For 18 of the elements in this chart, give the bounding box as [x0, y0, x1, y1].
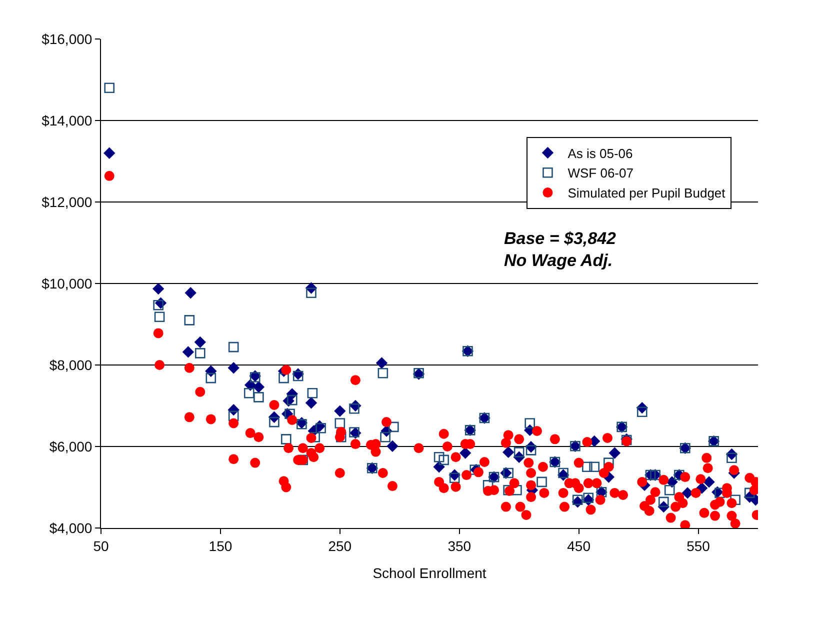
annotation: Base = $3,842 No Wage Adj. [504, 229, 617, 270]
y-tick-label: $10,000 [42, 275, 92, 292]
x-axis-title: School Enrollment [372, 565, 486, 582]
y-tick-label: $16,000 [42, 30, 92, 47]
legend-label: As is 05-06 [568, 146, 633, 161]
x-tick-label: 350 [448, 538, 472, 554]
y-tick-label: $6,000 [49, 438, 92, 454]
legend-label: Simulated per Pupil Budget [568, 186, 726, 201]
x-tick-label: 250 [328, 538, 352, 554]
x-tick-label: 550 [686, 538, 710, 554]
y-tick-label: $12,000 [42, 194, 92, 210]
x-tick-label: 150 [208, 538, 232, 554]
x-tick-label: 50 [93, 538, 109, 554]
x-tick-label: 450 [567, 538, 591, 554]
y-tick-label: $4,000 [49, 520, 92, 536]
legend-label: WSF 06-07 [568, 166, 634, 181]
y-tick-label: $14,000 [42, 112, 92, 128]
y-tick-label: $8,000 [49, 356, 92, 373]
